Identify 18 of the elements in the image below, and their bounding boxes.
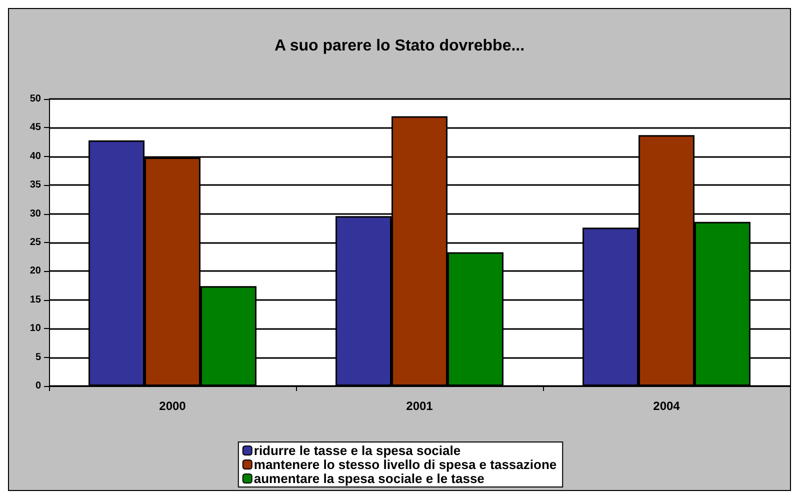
- legend-label: mantenere lo stesso livello di spesa e tassazione: [254, 457, 557, 472]
- y-tick-label: 20: [30, 266, 42, 277]
- y-tick-label: 45: [30, 122, 42, 134]
- y-tick-label: 5: [35, 352, 42, 363]
- y-tick-label: 25: [30, 237, 42, 248]
- x-tick-label: 2001: [406, 399, 434, 413]
- legend-label: ridurre le tasse e la spesa sociale: [254, 443, 461, 458]
- x-tick-label: 2000: [159, 399, 186, 413]
- y-tick-label: 15: [30, 294, 42, 306]
- x-tick-label: 2004: [653, 399, 680, 413]
- y-tick-label: 50: [30, 94, 42, 104]
- y-tick-label: 0: [35, 380, 42, 392]
- y-tick-label: 35: [30, 180, 42, 191]
- y-tick-label: 30: [30, 208, 42, 220]
- chart-title: A suo parere lo Stato dovrebbe...: [274, 38, 525, 54]
- y-tick-label: 40: [30, 150, 42, 162]
- y-tick-label: 10: [30, 323, 42, 334]
- legend-label: aumentare la spesa sociale e le tasse: [254, 471, 484, 486]
